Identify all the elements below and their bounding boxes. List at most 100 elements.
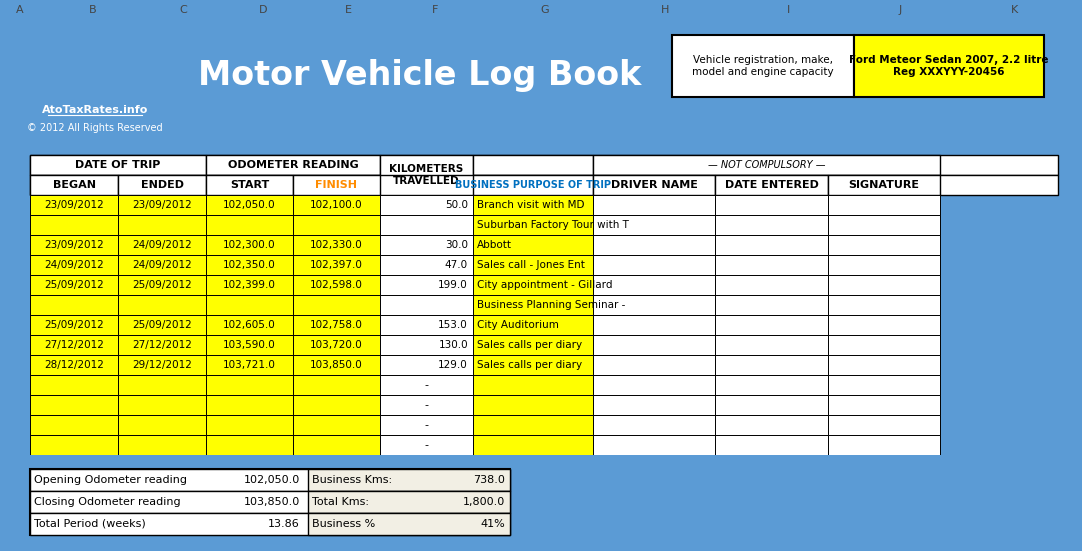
Bar	[293, 175, 380, 195]
Bar	[593, 375, 715, 395]
Bar	[206, 375, 293, 395]
Bar	[715, 375, 828, 395]
Bar	[30, 315, 118, 335]
Text: 25/09/2012: 25/09/2012	[44, 280, 104, 290]
Bar	[30, 175, 118, 195]
Text: Motor Vehicle Log Book: Motor Vehicle Log Book	[198, 58, 642, 91]
Bar	[828, 335, 940, 355]
Bar	[380, 415, 473, 435]
Bar	[118, 355, 206, 375]
Text: FINISH: FINISH	[316, 180, 357, 190]
Bar	[30, 455, 1058, 469]
Bar	[206, 415, 293, 435]
Bar	[473, 295, 593, 315]
Bar	[380, 195, 473, 215]
Bar	[380, 295, 473, 315]
Text: A: A	[16, 5, 24, 15]
Bar	[118, 175, 206, 195]
Text: -: -	[424, 380, 428, 390]
Bar	[30, 175, 1058, 195]
Bar	[828, 235, 940, 255]
Text: SIGNATURE: SIGNATURE	[848, 180, 920, 190]
Text: Ford Meteor Sedan 2007, 2.2 litre
Reg XXXYYY-20456: Ford Meteor Sedan 2007, 2.2 litre Reg XX…	[849, 55, 1048, 77]
Bar	[593, 195, 715, 215]
Bar	[30, 275, 118, 295]
Text: 24/09/2012: 24/09/2012	[132, 260, 192, 270]
Text: 29/12/2012: 29/12/2012	[132, 360, 192, 370]
Bar	[593, 155, 940, 175]
Bar	[473, 175, 593, 195]
Bar	[828, 275, 940, 295]
Text: 199.0: 199.0	[438, 280, 469, 290]
Bar	[30, 295, 118, 315]
Text: Vehicle registration, make,
model and engine capacity: Vehicle registration, make, model and en…	[692, 55, 834, 77]
Text: 102,399.0: 102,399.0	[223, 280, 276, 290]
Text: BEGAN: BEGAN	[53, 180, 95, 190]
Bar	[293, 335, 380, 355]
Bar	[206, 235, 293, 255]
Bar	[118, 435, 206, 455]
Text: 103,850.0: 103,850.0	[311, 360, 362, 370]
Text: 102,330.0: 102,330.0	[311, 240, 362, 250]
Text: -: -	[424, 420, 428, 430]
Bar	[380, 435, 473, 455]
Bar	[593, 335, 715, 355]
Text: Suburban Factory Tour with T: Suburban Factory Tour with T	[477, 220, 629, 230]
Text: E: E	[344, 5, 352, 15]
Text: 47.0: 47.0	[445, 260, 469, 270]
Bar	[380, 155, 473, 195]
Text: © 2012 All Rights Reserved: © 2012 All Rights Reserved	[27, 123, 162, 133]
Text: 27/12/2012: 27/12/2012	[132, 340, 192, 350]
Bar	[293, 195, 380, 215]
Text: KILOMETERS
TRAVELLED: KILOMETERS TRAVELLED	[390, 164, 463, 186]
Text: B: B	[89, 5, 96, 15]
Bar	[308, 469, 510, 491]
Bar	[30, 195, 118, 215]
Text: 102,350.0: 102,350.0	[223, 260, 276, 270]
Text: — NOT COMPULSORY —: — NOT COMPULSORY —	[708, 160, 826, 170]
Bar	[473, 275, 593, 295]
Bar	[206, 255, 293, 275]
Bar	[593, 355, 715, 375]
Bar	[30, 491, 510, 513]
Bar	[30, 215, 118, 235]
Bar	[30, 469, 510, 535]
Bar	[30, 513, 510, 535]
Text: 41%: 41%	[480, 519, 505, 529]
Bar	[854, 35, 1044, 97]
Bar	[118, 335, 206, 355]
Bar	[473, 235, 593, 255]
Bar	[206, 435, 293, 455]
Bar	[715, 395, 828, 415]
Bar	[593, 175, 715, 195]
Bar	[293, 415, 380, 435]
Bar	[380, 315, 473, 335]
Bar	[473, 415, 593, 435]
Text: H: H	[661, 5, 669, 15]
Bar	[206, 195, 293, 215]
Bar	[206, 295, 293, 315]
Bar	[206, 155, 380, 175]
Bar	[293, 215, 380, 235]
Bar	[828, 195, 940, 215]
Text: AtoTaxRates.info: AtoTaxRates.info	[42, 105, 148, 115]
Bar	[118, 215, 206, 235]
Text: -: -	[424, 440, 428, 450]
Bar	[30, 255, 118, 275]
Bar	[30, 469, 510, 491]
Bar	[593, 395, 715, 415]
Bar	[380, 215, 473, 235]
Bar	[380, 355, 473, 375]
Text: Business Planning Seminar -: Business Planning Seminar -	[477, 300, 625, 310]
Text: 30.0: 30.0	[445, 240, 469, 250]
Bar	[308, 513, 510, 535]
Bar	[828, 315, 940, 335]
Bar	[30, 235, 118, 255]
Text: 23/09/2012: 23/09/2012	[44, 200, 104, 210]
Text: 27/12/2012: 27/12/2012	[44, 340, 104, 350]
Text: K: K	[1012, 5, 1018, 15]
Bar	[473, 355, 593, 375]
Text: 129.0: 129.0	[438, 360, 469, 370]
Bar	[593, 315, 715, 335]
Bar	[118, 375, 206, 395]
